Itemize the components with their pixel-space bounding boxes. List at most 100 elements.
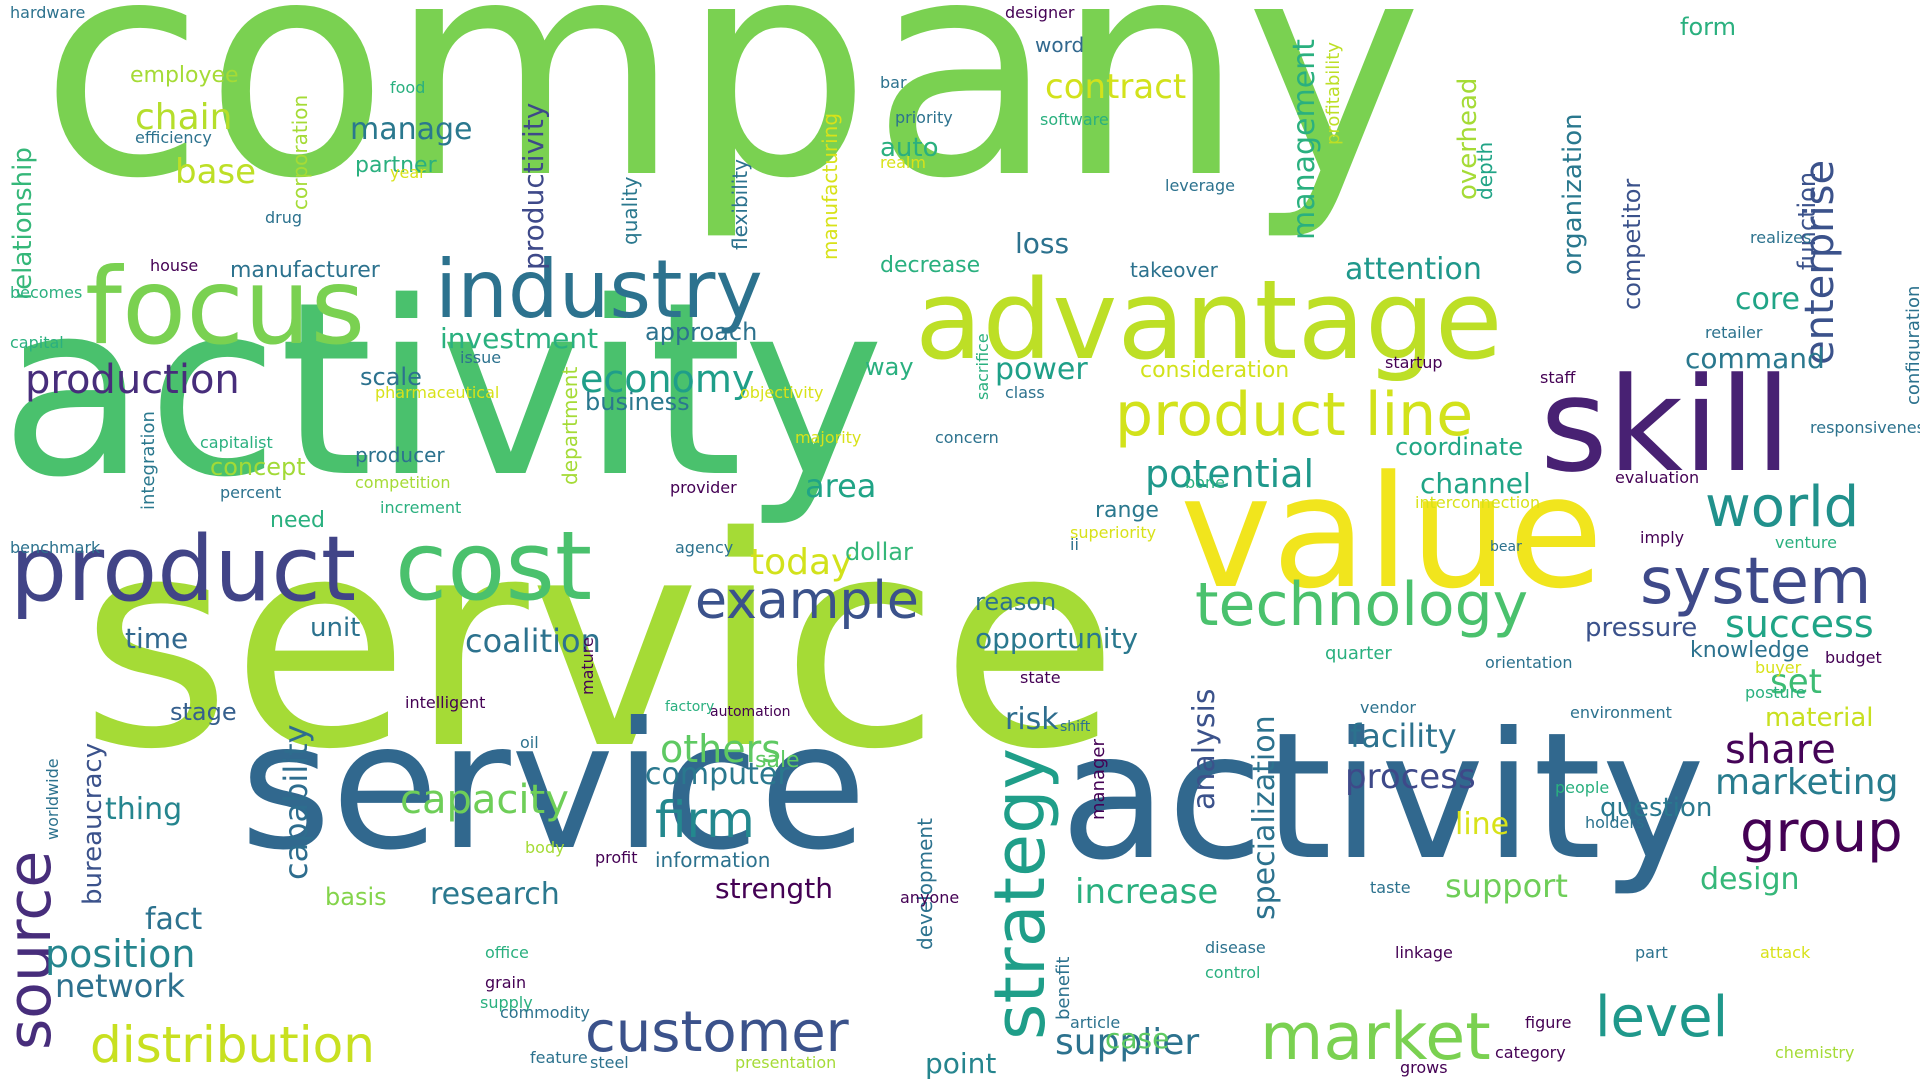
word-company: company	[40, 0, 1423, 244]
word-material: material	[1765, 703, 1874, 733]
word-control: control	[1205, 963, 1261, 982]
word-agency: agency	[675, 538, 734, 557]
word-food: food	[390, 78, 426, 97]
word-capitalist: capitalist	[200, 433, 273, 452]
word-profitability: profitability	[1323, 41, 1344, 145]
word-dollar: dollar	[845, 538, 913, 566]
word-production: production	[25, 357, 240, 403]
word-design: design	[1700, 862, 1800, 897]
word-worldwide: worldwide	[43, 758, 62, 840]
word-anyone: anyone	[900, 888, 960, 907]
word-risk: risk	[1005, 702, 1059, 737]
word-knowledge: knowledge	[1690, 638, 1810, 663]
word-house: house	[150, 256, 199, 275]
word-coordinate: coordinate	[1395, 433, 1524, 461]
word-ii: ii	[1070, 535, 1079, 554]
word-pressure: pressure	[1585, 613, 1698, 643]
word-way: way	[865, 353, 914, 381]
word-becomes: becomes	[10, 283, 83, 302]
word-supply: supply	[480, 993, 533, 1012]
word-taste: taste	[1370, 878, 1411, 897]
word-drug: drug	[265, 208, 303, 227]
word-chemistry: chemistry	[1775, 1043, 1855, 1062]
word-efficiency: efficiency	[135, 128, 212, 147]
word-economy: economy	[580, 357, 755, 401]
word-automation: automation	[710, 704, 791, 720]
word-quality: quality	[618, 176, 642, 245]
word-presentation: presentation	[735, 1053, 837, 1072]
word-shift: shift	[1060, 719, 1091, 735]
word-environment: environment	[1570, 703, 1672, 722]
word-retailer: retailer	[1705, 323, 1763, 342]
word-benefit: benefit	[1053, 956, 1074, 1020]
word-grain: grain	[485, 973, 527, 992]
word-unit: unit	[310, 613, 361, 643]
word-service: service	[240, 686, 867, 889]
word-profit: profit	[595, 848, 638, 867]
word-basis: basis	[325, 883, 387, 911]
word-category: category	[1495, 1043, 1566, 1062]
word-value: value	[1180, 442, 1604, 623]
word-department: department	[558, 366, 582, 485]
word-buyer: buyer	[1755, 658, 1802, 677]
word-opportunity: opportunity	[975, 622, 1139, 655]
word-manager: manager	[1088, 739, 1109, 820]
word-software: software	[1040, 110, 1109, 129]
word-depth: depth	[1473, 141, 1497, 200]
word-research: research	[430, 877, 560, 912]
word-productivity: productivity	[517, 102, 550, 270]
word-designer: designer	[1005, 3, 1075, 22]
word-question: question	[1600, 793, 1713, 823]
word-class: class	[1005, 383, 1045, 402]
word-commodity: commodity	[500, 1003, 590, 1022]
word-oil: oil	[520, 733, 539, 752]
word-product: product	[10, 517, 357, 622]
word-manufacturer: manufacturer	[230, 258, 380, 283]
word-bureaucracy: bureaucracy	[78, 742, 108, 905]
word-consideration: consideration	[1140, 358, 1290, 383]
word-pharmaceutical: pharmaceutical	[375, 383, 500, 402]
word-posture: posture	[1745, 683, 1806, 702]
word-imply: imply	[1640, 528, 1685, 547]
word-investment: investment	[440, 322, 599, 355]
word-skill: skill	[1540, 349, 1792, 501]
word-world: world	[1705, 475, 1860, 540]
word-bar: bar	[880, 73, 907, 92]
word-time: time	[125, 622, 189, 655]
word-others: others	[660, 727, 782, 771]
word-process: process	[1345, 757, 1476, 797]
word-issue: issue	[460, 348, 502, 367]
word-activity: activity	[1060, 696, 1706, 899]
word-linkage: linkage	[1395, 943, 1453, 962]
word-manufacturing: manufacturing	[818, 112, 842, 260]
word-bone: bone	[1185, 473, 1225, 492]
word-case: case	[1105, 1022, 1170, 1055]
word-information: information	[655, 848, 771, 872]
word-channel: channel	[1420, 467, 1531, 500]
word-base: base	[175, 152, 257, 192]
word-potential: potential	[1145, 452, 1315, 496]
word-position: position	[45, 932, 196, 976]
word-realizes: realizes	[1750, 228, 1812, 247]
word-realm: realm	[880, 153, 926, 172]
word-factory: factory	[665, 699, 715, 715]
word-flexibility: flexibility	[728, 159, 752, 250]
word-percent: percent	[220, 483, 282, 502]
word-market: market	[1260, 1000, 1491, 1075]
word-responsiveness: responsiveness	[1810, 418, 1920, 437]
word-loss: loss	[1015, 227, 1070, 260]
word-success: success	[1725, 602, 1874, 646]
word-increment: increment	[380, 498, 462, 517]
word-evaluation: evaluation	[1615, 468, 1700, 487]
word-capacity: capacity	[400, 777, 569, 823]
word-industry: industry	[435, 243, 763, 336]
word-distribution: distribution	[90, 1016, 375, 1074]
word-activity: activity	[0, 250, 885, 530]
word-year: year	[390, 163, 426, 182]
word-management: management	[1287, 39, 1322, 240]
word-today: today	[750, 542, 853, 583]
word-superiority: superiority	[1070, 523, 1157, 542]
word-holders: holders	[1585, 813, 1645, 832]
word-decrease: decrease	[880, 253, 981, 278]
